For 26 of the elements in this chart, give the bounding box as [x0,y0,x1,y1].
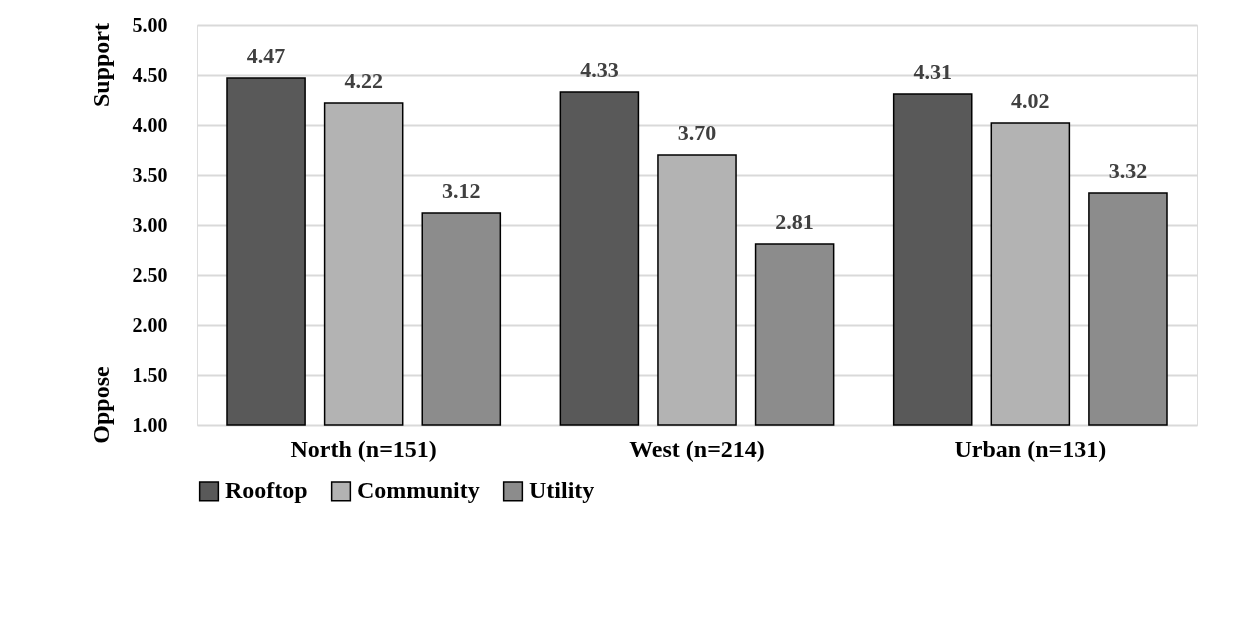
data-label: 2.81 [775,209,814,234]
data-label: 3.12 [442,178,481,203]
y-tick-label: 4.00 [132,113,168,136]
x-tick-label: North (n=151) [290,435,437,462]
data-label: 4.22 [344,68,383,93]
data-label: 4.02 [1011,88,1050,113]
y-tick-label: 1.50 [132,363,168,386]
legend-label: Rooftop [225,477,308,504]
y-tick-label: 3.00 [132,213,168,236]
data-label: 4.31 [913,59,952,84]
legend-label: Utility [529,477,595,504]
x-tick-label: West (n=214) [629,435,765,462]
x-tick-label: Urban (n=131) [954,435,1107,462]
y-tick-label: 3.50 [132,163,168,186]
data-label: 4.33 [580,57,619,82]
data-label: 3.70 [677,120,717,145]
y-tick-label: 5.00 [132,13,168,36]
data-label: 4.47 [246,43,286,68]
text: Oppose [88,365,114,444]
y-tick-label: 4.50 [132,63,168,86]
data-label: 3.32 [1108,158,1148,183]
legend-label: Community [357,477,480,504]
text: Support [88,22,114,108]
y-tick-label: 1.00 [132,413,168,436]
y-tick-label: 2.00 [132,313,168,336]
y-tick-label: 2.50 [132,263,168,286]
